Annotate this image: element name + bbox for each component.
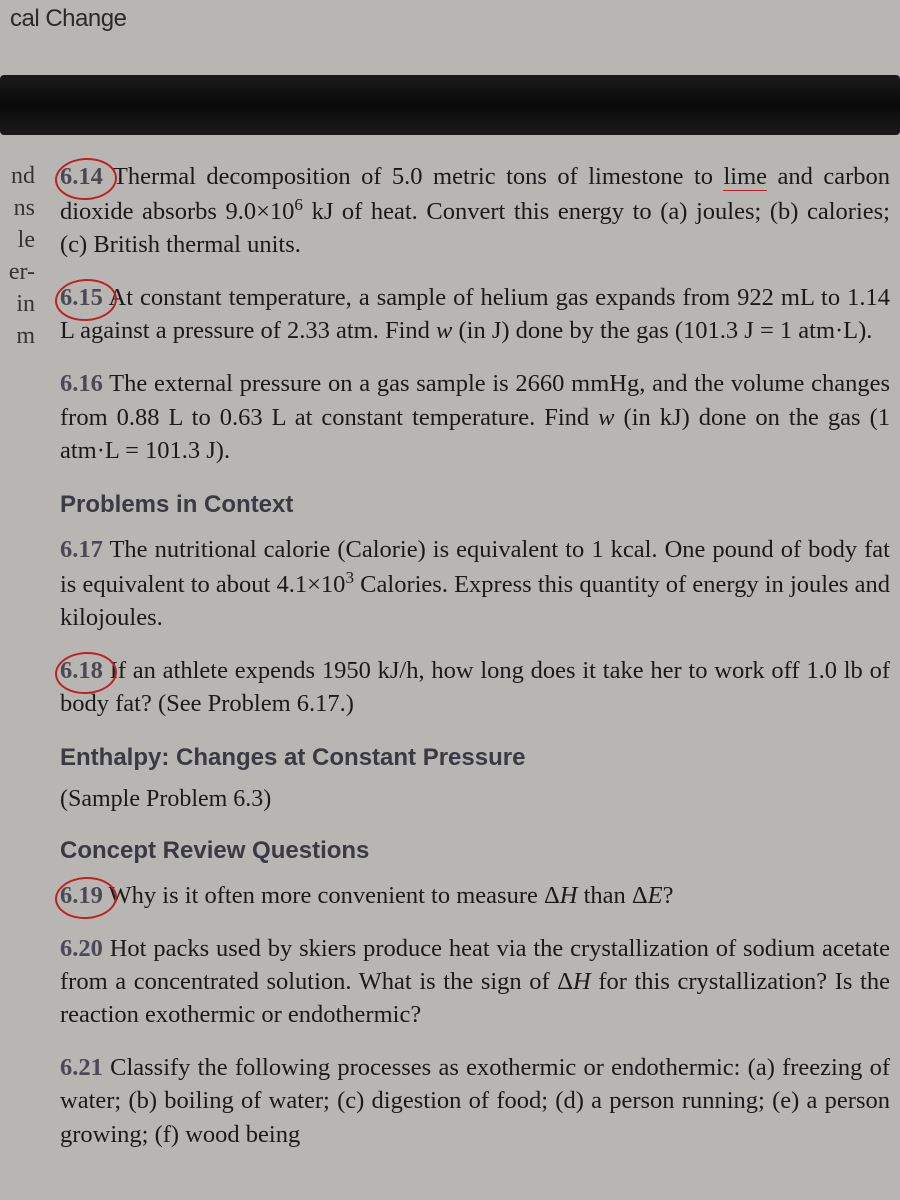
problem-6-20: 6.20 Hot packs used by skiers produce he… bbox=[60, 932, 890, 1031]
section-heading-problems-in-context: Problems in Context bbox=[60, 491, 890, 519]
problem-number: 6.19 bbox=[60, 882, 103, 909]
section-heading-enthalpy: Enthalpy: Changes at Constant Pressure bbox=[60, 744, 890, 772]
problem-number: 6.18 bbox=[60, 657, 103, 684]
problem-number: 6.17 bbox=[60, 536, 103, 563]
header-fragment: cal Change bbox=[0, 0, 136, 38]
textbook-page: cal Change nd ns le er- in m 6.14 Therma… bbox=[0, 0, 900, 1200]
problem-6-18: 6.18 If an athlete expends 1950 kJ/h, ho… bbox=[60, 654, 890, 720]
problem-6-19: 6.19 Why is it often more convenient to … bbox=[60, 879, 890, 912]
problem-6-17: 6.17 The nutritional calorie (Calorie) i… bbox=[60, 533, 890, 634]
problem-number: 6.21 bbox=[60, 1054, 103, 1081]
content-area: 6.14 Thermal decomposition of 5.0 metric… bbox=[0, 160, 900, 1171]
problem-number: 6.20 bbox=[60, 935, 103, 962]
problem-6-16: 6.16 The external pressure on a gas samp… bbox=[60, 367, 890, 466]
divider-bar bbox=[0, 75, 900, 135]
problem-6-15: 6.15 At constant temperature, a sample o… bbox=[60, 281, 890, 347]
problem-number: 6.16 bbox=[60, 370, 103, 397]
problem-6-21: 6.21 Classify the following processes as… bbox=[60, 1051, 890, 1150]
section-heading-concept-review: Concept Review Questions bbox=[60, 837, 890, 865]
problem-number: 6.14 bbox=[60, 163, 103, 190]
section-subheading: (Sample Problem 6.3) bbox=[60, 786, 890, 813]
problem-6-14: 6.14 Thermal decomposition of 5.0 metric… bbox=[60, 160, 890, 261]
problem-number: 6.15 bbox=[60, 284, 103, 311]
